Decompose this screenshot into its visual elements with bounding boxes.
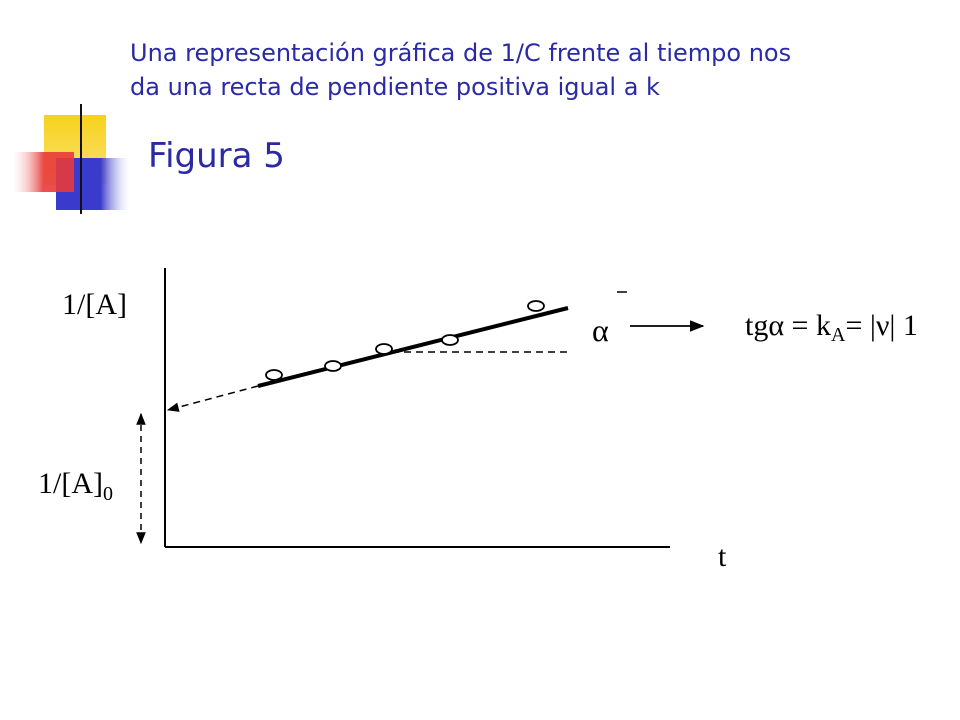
slide-title: Figura 5	[148, 136, 285, 176]
slope-eq-suffix: = |ν| 1	[845, 309, 918, 342]
y-axis-label: 1/[A]	[62, 288, 127, 321]
data-point	[265, 369, 283, 381]
slide-decoration	[12, 104, 900, 214]
data-point	[441, 334, 459, 346]
slope-eq-subscript: A	[831, 324, 846, 346]
deco-red-block	[12, 152, 74, 192]
extrapolation-dashed-line	[166, 385, 259, 412]
fitted-line	[257, 306, 569, 388]
data-point	[527, 300, 545, 312]
intercept-label-main: 1/[A]	[38, 467, 103, 500]
data-point	[324, 360, 342, 372]
x-axis-label: t	[718, 540, 727, 573]
intro-line-1: Una representación gráfica de 1/C frente…	[130, 39, 792, 67]
slope-equation: tgα = kA= |ν| 1	[745, 309, 918, 346]
slope-eq-prefix: tgα = k	[745, 309, 831, 342]
data-point	[375, 343, 393, 355]
intercept-label-subscript: 0	[103, 483, 113, 505]
intro-line-2: da una recta de pendiente positiva igual…	[130, 73, 660, 101]
angle-label: α	[592, 312, 609, 348]
intercept-label: 1/[A]0	[38, 467, 113, 505]
intro-text: Una representación gráfica de 1/C frente…	[130, 36, 930, 104]
